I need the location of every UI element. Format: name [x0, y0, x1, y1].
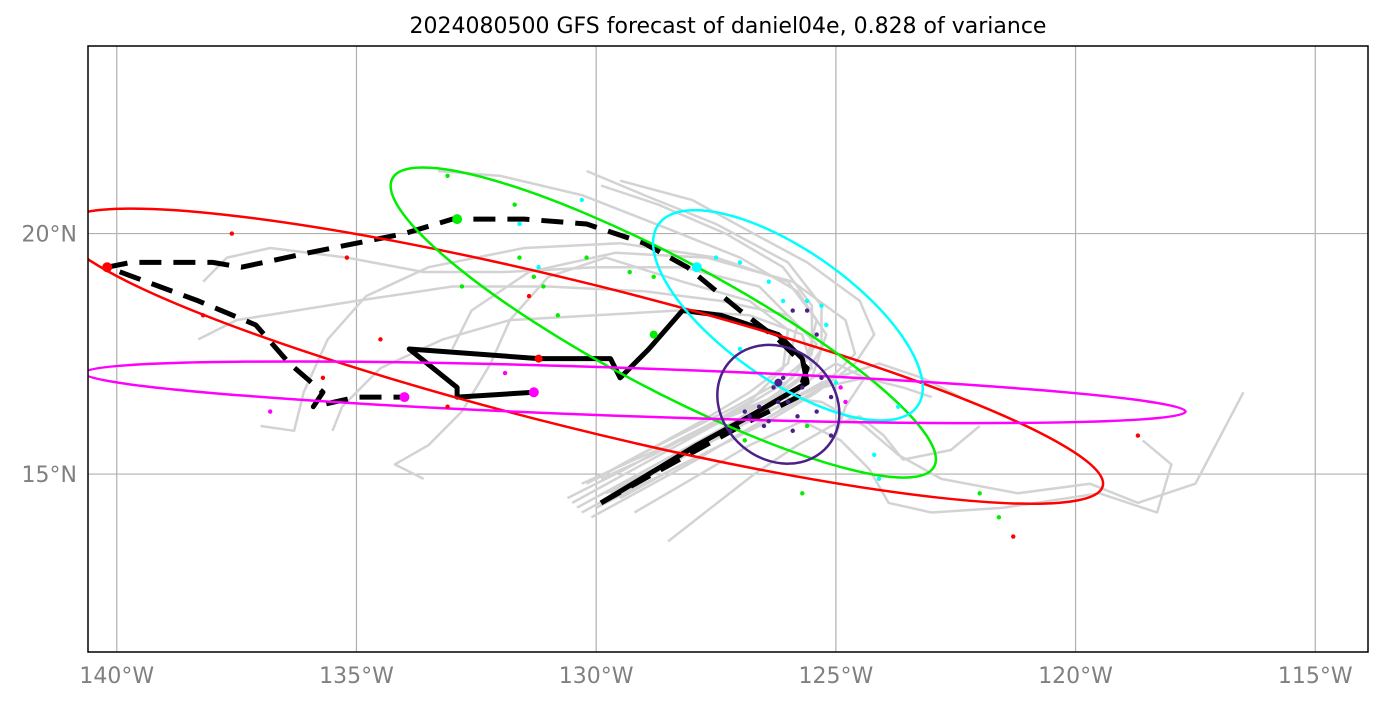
member-points: [102, 173, 1141, 539]
magenta-centroid-2: [528, 387, 539, 398]
member-point: [785, 399, 791, 405]
member-point: [771, 385, 776, 390]
ensemble-track-1: [437, 169, 828, 500]
member-point: [761, 423, 767, 429]
member-point: [1135, 433, 1141, 438]
member-point: [229, 231, 235, 236]
member-point: [872, 452, 877, 458]
member-point: [776, 399, 781, 405]
member-point: [517, 221, 522, 227]
member-point: [876, 476, 882, 482]
member-point: [814, 332, 819, 337]
member-point: [737, 260, 743, 265]
cyan-centroid: [691, 262, 702, 273]
member-point: [814, 409, 819, 414]
member-point: [742, 409, 747, 414]
member-point: [795, 414, 800, 419]
ensemble-track-4: [571, 391, 1245, 505]
member-point: [833, 380, 839, 385]
ensemble-track-6: [590, 376, 933, 519]
member-point: [804, 308, 810, 313]
member-point: [790, 428, 795, 433]
member-point: [737, 346, 743, 352]
member-point: [819, 303, 824, 308]
member-point: [819, 375, 824, 381]
plot-frame: [87, 45, 1369, 653]
member-point: [344, 255, 350, 260]
y-tick-label: 15°N: [22, 463, 77, 488]
member-point: [584, 255, 589, 260]
member-point: [828, 433, 834, 438]
member-point: [996, 515, 1002, 520]
member-point: [828, 394, 834, 400]
green-centroid-2: [649, 330, 658, 339]
axis-tick-labels: 140°W 135°W 130°W 125°W 120°W 115°W 20°N 15°N: [22, 223, 1353, 689]
member-point: [780, 298, 786, 304]
member-point: [804, 298, 810, 304]
member-point: [838, 385, 843, 390]
member-point: [766, 279, 771, 284]
ensemble-track-10: [393, 256, 790, 481]
red-centroid-1: [102, 262, 113, 273]
member-point: [579, 197, 584, 203]
member-point: [895, 404, 901, 409]
member-point: [1011, 534, 1016, 539]
member-point: [320, 375, 326, 381]
member-point: [766, 418, 771, 424]
ensemble-tracks: [197, 169, 1245, 543]
member-point: [531, 274, 537, 280]
black-dashed-track: [104, 216, 810, 506]
member-point: [824, 322, 829, 328]
purple-centroid: [774, 378, 783, 387]
member-point: [651, 274, 656, 280]
member-point: [843, 399, 848, 405]
x-tick-label: 140°W: [79, 664, 154, 689]
member-point: [800, 385, 805, 390]
member-point: [517, 255, 522, 260]
member-point: [555, 313, 561, 318]
member-point: [445, 173, 450, 179]
x-tick-label: 130°W: [559, 664, 634, 689]
magenta-centroid-1: [399, 392, 410, 403]
member-point: [445, 404, 450, 409]
member-point: [627, 269, 632, 275]
member-point: [977, 491, 982, 496]
member-point: [780, 375, 786, 381]
ensemble-track-11: [576, 184, 814, 509]
red-centroid-2: [534, 354, 543, 363]
member-point: [800, 491, 805, 496]
green-centroid-1: [452, 214, 463, 225]
ensemble-track-2: [595, 179, 876, 509]
x-tick-label: 135°W: [319, 664, 394, 689]
ensemble-track-5: [633, 419, 1173, 514]
ensemble-track-0: [197, 285, 818, 485]
member-point: [378, 337, 383, 342]
member-point: [728, 428, 733, 433]
member-point: [742, 438, 747, 443]
cyan-ellipse: [651, 208, 925, 422]
member-point: [267, 409, 273, 414]
member-point: [747, 414, 752, 419]
magenta-ellipse: [88, 360, 1187, 425]
x-tick-label: 115°W: [1278, 664, 1353, 689]
member-point: [536, 265, 541, 270]
x-tick-label: 120°W: [1038, 664, 1113, 689]
member-point: [790, 308, 795, 313]
member-point: [526, 293, 532, 299]
member-point: [541, 284, 546, 289]
purple-ellipse: [716, 343, 841, 465]
chart-title: 2024080500 GFS forecast of daniel04e, 0.…: [410, 14, 1047, 39]
member-point: [502, 370, 508, 376]
member-point: [200, 313, 206, 318]
y-tick-label: 20°N: [22, 223, 77, 248]
red-ellipse: [88, 207, 1105, 506]
x-tick-label: 125°W: [798, 664, 873, 689]
member-point: [756, 404, 762, 409]
member-point: [713, 255, 719, 260]
member-point: [804, 423, 810, 429]
member-point: [459, 284, 465, 289]
member-point: [512, 202, 517, 207]
